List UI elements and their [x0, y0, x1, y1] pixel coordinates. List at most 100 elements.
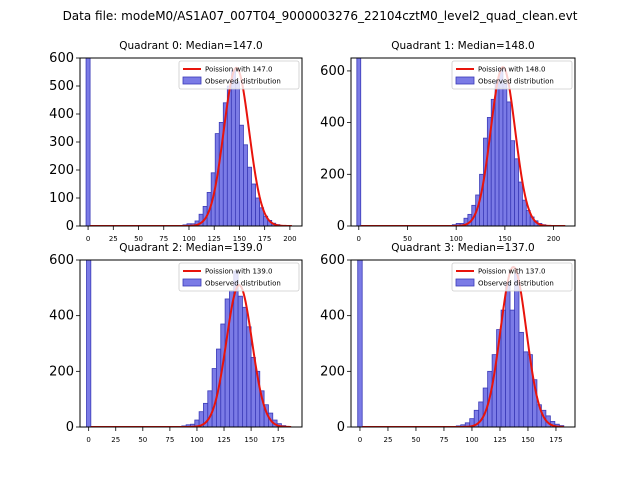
histogram-bar: [502, 83, 508, 226]
legend-observed-label: Observed distribution: [205, 280, 281, 288]
histogram-bar: [506, 101, 512, 226]
legend-box: [451, 60, 573, 90]
histogram-bar: [243, 144, 248, 226]
histogram-bar: [246, 326, 252, 427]
x-tick-label: 175: [258, 235, 271, 243]
legend-box: [451, 262, 573, 292]
chart-title: Quadrant 3: Median=137.0: [391, 242, 534, 254]
histogram-bar: [237, 295, 243, 427]
y-tick-label: 400: [320, 309, 345, 324]
y-tick-label: 400: [49, 107, 74, 122]
histogram-bar: [523, 351, 529, 427]
x-tick-label: 150: [244, 436, 257, 444]
histogram-bar: [518, 181, 523, 226]
histogram-bar: [510, 140, 516, 226]
histogram-bar: [207, 390, 213, 427]
histogram-bar: [522, 199, 527, 226]
y-tick-label: 300: [49, 135, 74, 150]
legend-observed-label: Observed distribution: [478, 280, 554, 288]
legend-poisson-label: Poission with 139.0: [205, 268, 273, 276]
histogram-bar: [494, 80, 500, 226]
legend: Poission with 139.0 Observed distribution: [178, 262, 300, 292]
y-tick-label: 600: [49, 253, 74, 268]
y-tick-label: 100: [49, 191, 74, 206]
x-tick-label: 0: [358, 436, 362, 444]
figure-suptitle: Data file: modeM0/AS1A07_007T04_90000032…: [63, 9, 578, 23]
histogram-bar: [234, 81, 240, 226]
x-tick-label: 25: [109, 235, 118, 243]
y-tick-label: 200: [320, 167, 345, 182]
chart-title: Quadrant 0: Median=147.0: [119, 40, 262, 52]
y-tick-label: 0: [66, 420, 74, 435]
x-tick-label: 50: [403, 235, 412, 243]
x-tick-label: 0: [86, 436, 90, 444]
x-tick-label: 100: [190, 436, 203, 444]
x-tick-label: 50: [134, 235, 143, 243]
histogram-bar: [518, 331, 524, 427]
x-tick-label: 75: [439, 436, 448, 444]
y-tick-label: 0: [337, 219, 345, 234]
x-tick-label: 100: [449, 235, 462, 243]
quadrant-2-chart: 0 200 400 600 0 25 50 75 100 125 150 175 Quadrant 2:…: [49, 242, 303, 444]
chart-title: Quadrant 2: Median=139.0: [119, 242, 262, 254]
histogram-bar: [224, 298, 230, 427]
poisson-curve: [360, 65, 566, 226]
x-tick-label: 0: [86, 235, 90, 243]
legend: Poission with 148.0 Observed distribution: [451, 60, 573, 90]
plot-area: [86, 260, 292, 427]
x-tick-label: 150: [521, 436, 534, 444]
y-tick-label: 600: [49, 51, 74, 66]
y-tick-label: 500: [49, 79, 74, 94]
histogram-bar: [239, 124, 244, 226]
histogram-bar: [247, 166, 252, 226]
legend-bar-swatch: [455, 76, 475, 85]
y-tick-label: 0: [66, 219, 74, 234]
y-tick-label: 600: [320, 64, 345, 79]
x-tick-label: 100: [182, 235, 195, 243]
histogram-bar-zero: [357, 260, 363, 427]
histogram-bar: [226, 85, 232, 226]
x-tick-label: 0: [357, 235, 361, 243]
plot-area: [357, 260, 565, 427]
legend-observed-label: Observed distribution: [478, 78, 554, 86]
histogram-bar: [230, 70, 236, 226]
x-tick-label: 200: [283, 235, 296, 243]
x-tick-label: 125: [208, 235, 221, 243]
x-tick-label: 25: [111, 436, 120, 444]
x-tick-label: 175: [271, 436, 284, 444]
axes-frame: [350, 57, 576, 227]
x-tick-label: 125: [217, 436, 230, 444]
legend-poisson-label: Poission with 137.0: [478, 268, 546, 276]
histogram-bar-zero: [86, 260, 92, 427]
legend-observed-label: Observed distribution: [205, 78, 281, 86]
x-tick-label: 50: [138, 436, 147, 444]
x-tick-label: 150: [233, 235, 246, 243]
y-tick-label: 400: [320, 116, 345, 131]
x-tick-label: 150: [498, 235, 511, 243]
axes-frame: [350, 259, 576, 428]
legend-bar-swatch: [182, 76, 202, 85]
legend-box: [178, 262, 300, 292]
legend: Poission with 147.0 Observed distribution: [178, 60, 300, 90]
quadrant-3-chart: 0 200 400 600 0 25 50 75 100 125 150 175 Quadrant 3:…: [320, 242, 576, 444]
plot-area: [85, 58, 292, 226]
quadrant-0-chart: 0 100 200 300 400 500 600 0 25 50 75 100 125 150 175 20…: [49, 40, 303, 243]
y-tick-label: 600: [320, 253, 345, 268]
chart-title: Quadrant 1: Median=148.0: [391, 40, 534, 52]
histogram-bar: [255, 197, 261, 226]
x-tick-label: 175: [549, 436, 562, 444]
legend-bar-swatch: [455, 278, 475, 287]
histogram-bar: [250, 357, 256, 427]
legend-poisson-label: Poission with 147.0: [205, 66, 273, 74]
histogram-bar: [514, 273, 520, 427]
x-tick-label: 100: [465, 436, 478, 444]
x-tick-label: 200: [547, 235, 560, 243]
histogram-bar: [514, 158, 519, 226]
y-tick-label: 200: [49, 163, 74, 178]
y-tick-label: 400: [49, 309, 74, 324]
histogram-bar: [509, 309, 515, 427]
y-tick-label: 0: [337, 420, 345, 435]
poisson-curve: [90, 66, 292, 226]
x-tick-label: 25: [383, 436, 392, 444]
